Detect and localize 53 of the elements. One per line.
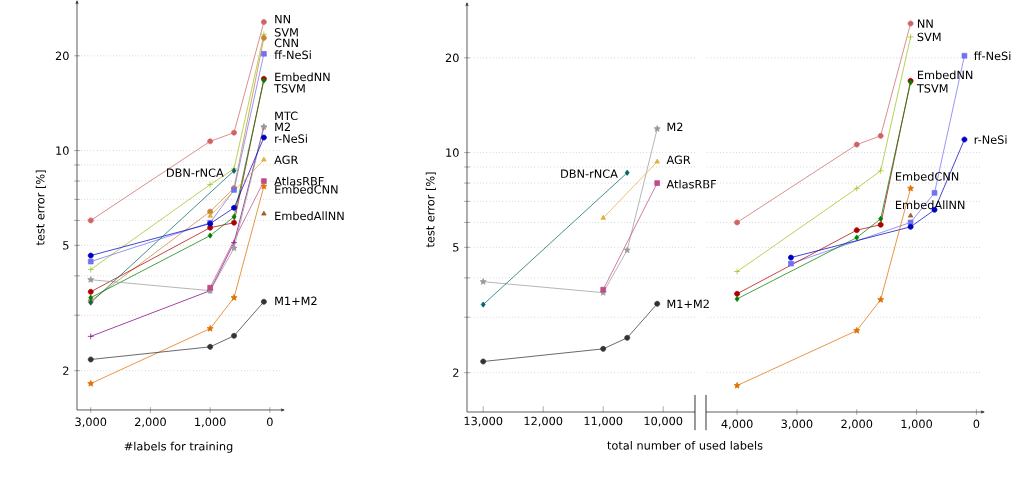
series-label: MTC bbox=[275, 111, 298, 121]
series-label: M1+M2 bbox=[275, 296, 317, 305]
x-tick-label: 2,000 bbox=[841, 419, 873, 430]
series-label: M2 bbox=[275, 122, 291, 131]
series-label: SVM bbox=[274, 28, 298, 37]
x-tick-label: 1,000 bbox=[901, 419, 933, 430]
series-label: DBN-rNCA bbox=[167, 168, 224, 178]
y-tick-label: 10 bbox=[56, 146, 69, 155]
x-tick-label: 10,000 bbox=[644, 416, 683, 427]
x-axis-title: total number of used labels bbox=[607, 440, 763, 450]
series-label: M2 bbox=[667, 122, 683, 131]
series-label: EmbedAllNN bbox=[895, 200, 965, 210]
series-label: SVM bbox=[917, 32, 941, 42]
x-tick-label: 1,000 bbox=[195, 417, 226, 428]
y-tick-label: 5 bbox=[453, 243, 459, 252]
x-tick-label: 12,000 bbox=[524, 416, 563, 427]
x-tick-label: 2,000 bbox=[135, 417, 166, 428]
series-label: EmbedNN bbox=[275, 72, 330, 82]
series-label: CNN bbox=[274, 38, 298, 48]
series-label: EmbedCNN bbox=[275, 184, 338, 194]
y-tick-label: 5 bbox=[63, 241, 69, 250]
series-label: M1+M2 bbox=[667, 299, 709, 308]
y-tick-label: 2 bbox=[63, 366, 69, 375]
series-label: EmbedNN bbox=[917, 70, 973, 80]
series-label: NN bbox=[917, 19, 933, 28]
series-label: r-NeSi bbox=[275, 134, 307, 143]
series-label: AtlasRBF bbox=[666, 179, 716, 189]
y-tick-label: 20 bbox=[55, 51, 69, 61]
x-tick-label: 3,000 bbox=[781, 419, 813, 430]
x-tick-label: 0 bbox=[267, 417, 273, 427]
y-axis-title: test error [%] bbox=[425, 172, 436, 248]
series-label: EmbedCNN bbox=[895, 171, 959, 181]
series-label: ff-NeSi bbox=[274, 50, 311, 60]
series-label: NN bbox=[275, 14, 290, 24]
x-tick-label: 4,000 bbox=[721, 419, 753, 430]
series-label: AtlasRBF bbox=[274, 176, 324, 186]
series-label: DBN-rNCA bbox=[561, 169, 618, 179]
series-label: AGR bbox=[666, 155, 691, 165]
x-tick-label: 13,000 bbox=[464, 416, 503, 427]
series-label: TSVM bbox=[274, 84, 305, 93]
y-axis-title: test error [%] bbox=[35, 170, 46, 246]
x-axis-title: #labels for training bbox=[124, 441, 233, 453]
x-tick-label: 11,000 bbox=[584, 416, 623, 427]
y-tick-label: 20 bbox=[445, 53, 459, 63]
x-tick-label: 0 bbox=[973, 419, 980, 429]
series-label: ff-NeSi bbox=[973, 51, 1011, 61]
series-label: EmbedAllNN bbox=[275, 211, 344, 221]
y-tick-label: 2 bbox=[453, 368, 459, 377]
x-tick-label: 3,000 bbox=[75, 417, 107, 428]
series-label: AGR bbox=[274, 155, 299, 165]
y-tick-label: 10 bbox=[446, 148, 459, 157]
series-label: r-NeSi bbox=[974, 135, 1007, 144]
series-label: TSVM bbox=[916, 84, 948, 93]
